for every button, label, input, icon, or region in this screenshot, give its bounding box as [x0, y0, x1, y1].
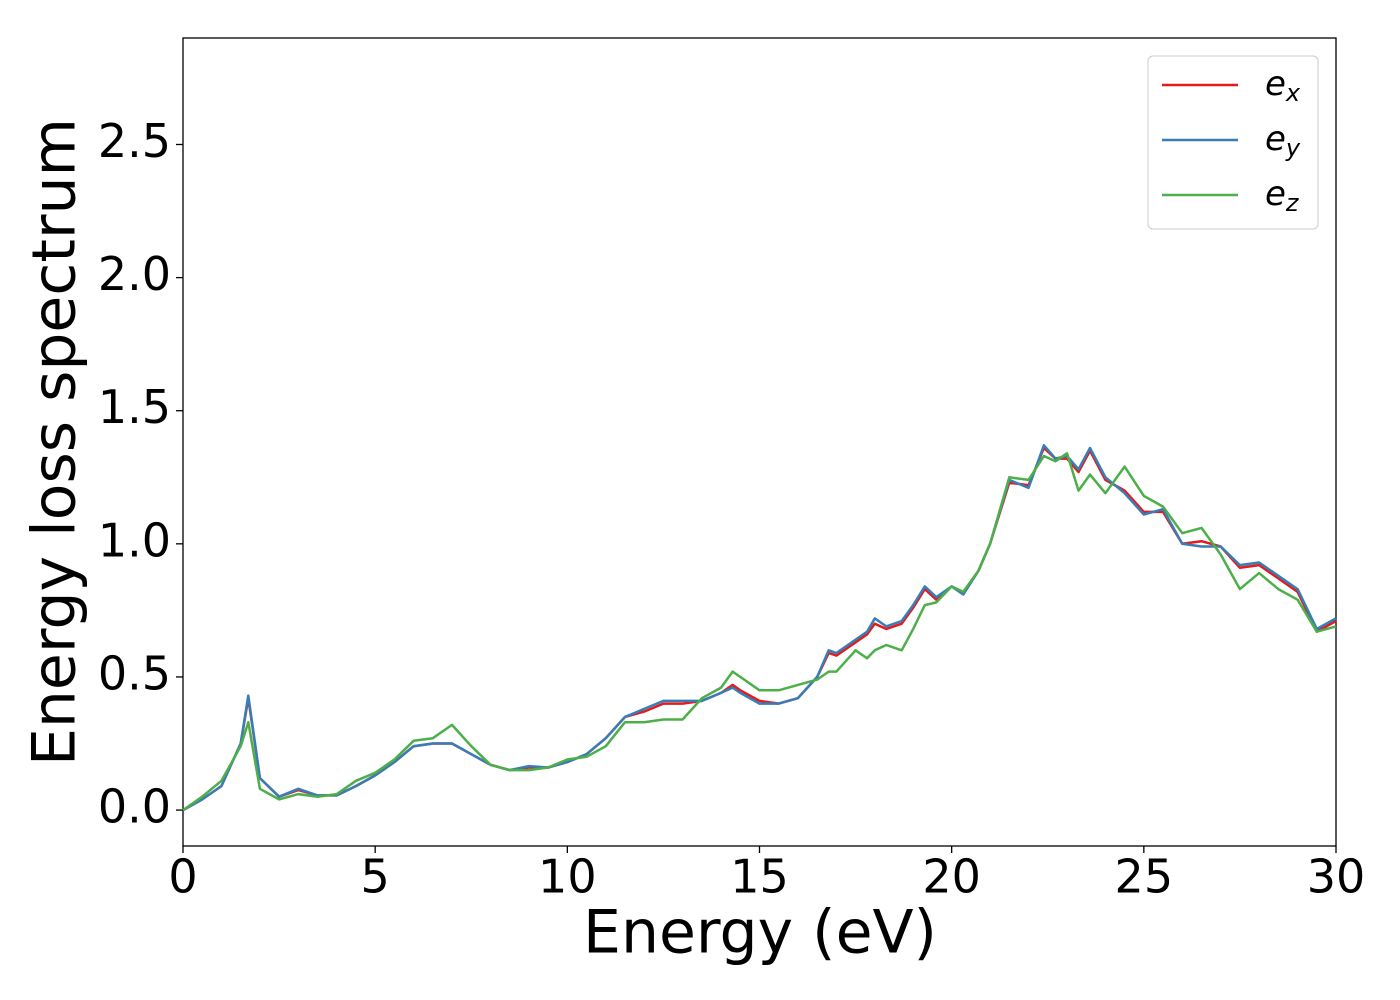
- x-tick-label: 0: [168, 850, 197, 904]
- legend-label-base: e: [1265, 119, 1286, 159]
- line-series: [182, 444, 1337, 812]
- line-series: [182, 452, 1337, 812]
- legend-label: ex: [1265, 64, 1301, 108]
- x-tick-label: 5: [361, 850, 390, 904]
- legend-label-sub: z: [1285, 189, 1300, 217]
- legend-label-sub: y: [1285, 134, 1301, 162]
- x-tick-label: 30: [1307, 850, 1366, 904]
- legend-label: ey: [1265, 119, 1301, 163]
- x-tick-label: 25: [1115, 850, 1174, 904]
- line-series: [182, 446, 1337, 812]
- legend-box: [1147, 55, 1319, 230]
- x-tick-label: 10: [538, 850, 597, 904]
- x-tick-label: 20: [922, 850, 981, 904]
- y-tick-label: 2.5: [98, 114, 171, 168]
- y-tick-label: 0.5: [98, 646, 171, 700]
- y-tick-label: 2.0: [98, 247, 171, 301]
- legend-label: ez: [1265, 174, 1300, 218]
- y-axis-label: Energy loss spectrum: [20, 118, 90, 766]
- y-tick-label: 1.5: [98, 380, 171, 434]
- legend-label-sub: x: [1285, 79, 1301, 107]
- legend-label-base: e: [1265, 174, 1286, 214]
- legend-label-base: e: [1265, 64, 1286, 104]
- x-tick-label: 15: [730, 850, 789, 904]
- y-tick-label: 0.0: [98, 780, 171, 834]
- y-tick-label: 1.0: [98, 513, 171, 567]
- x-axis-label: Energy (eV): [583, 898, 937, 968]
